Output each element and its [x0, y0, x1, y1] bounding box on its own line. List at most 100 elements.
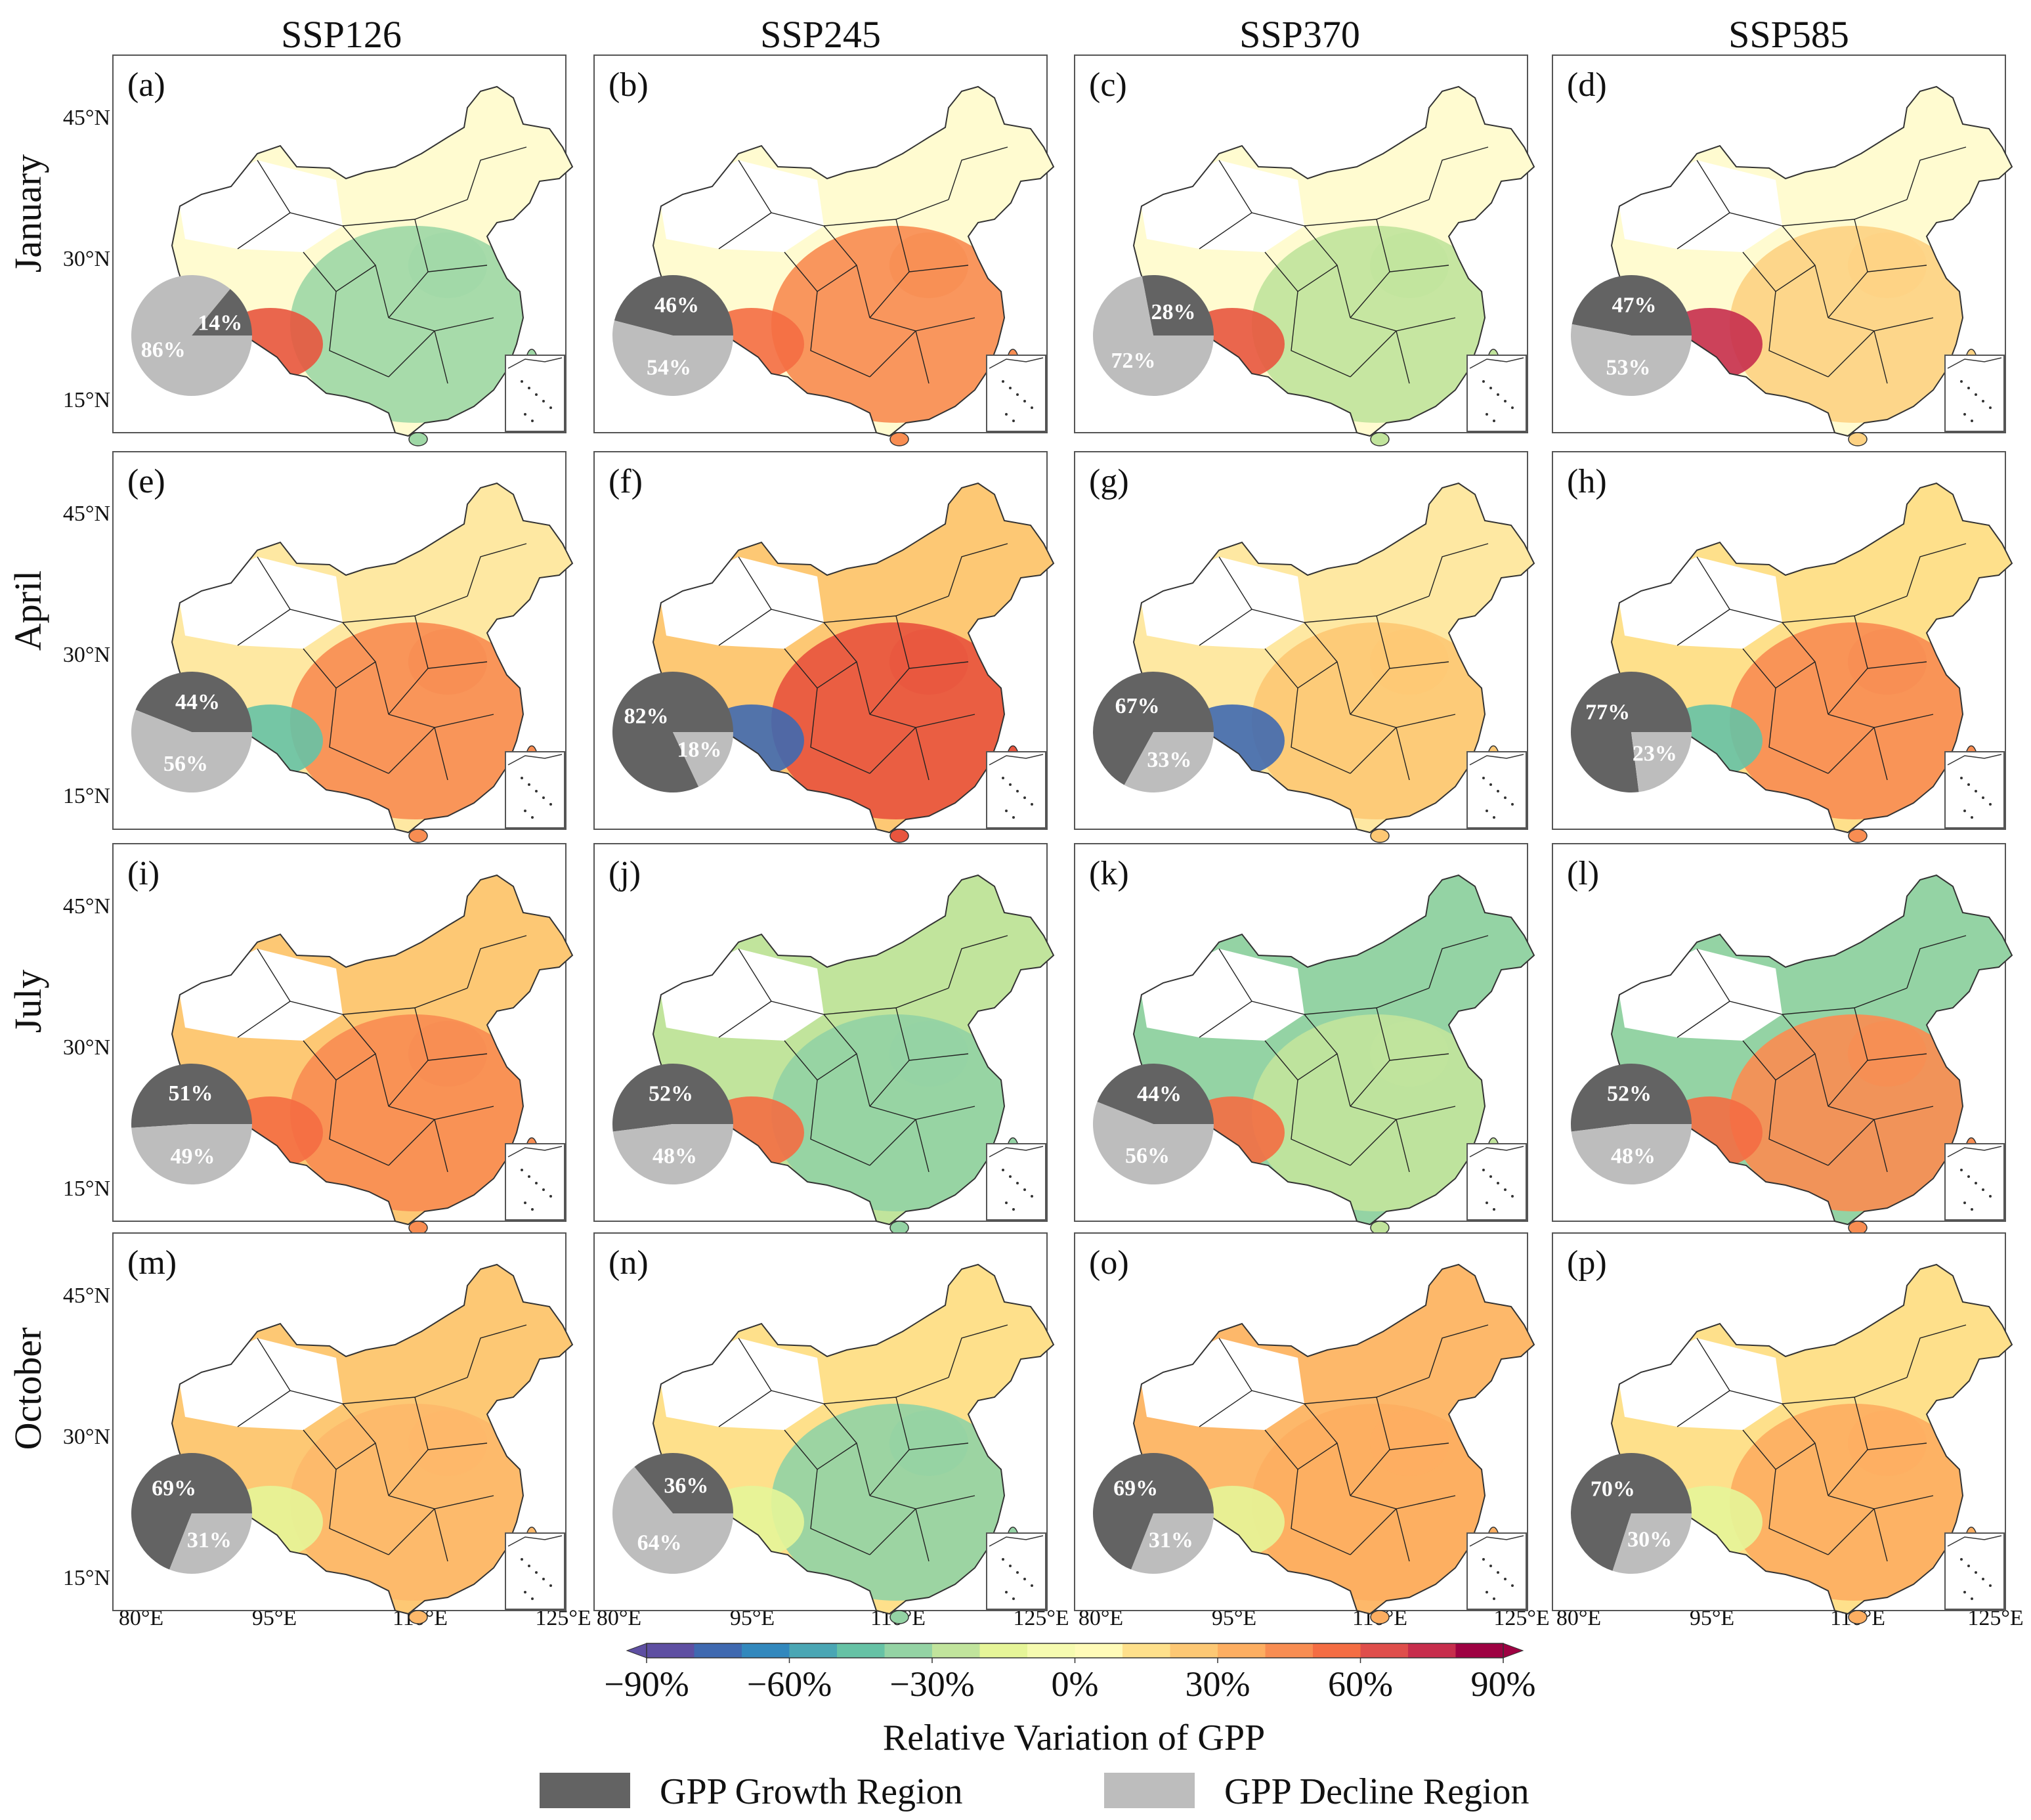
inset-island [1493, 420, 1495, 422]
province-borders [237, 935, 527, 1173]
panel-label: (p) [1567, 1244, 1607, 1282]
province-border [237, 1390, 291, 1427]
province-border [869, 1508, 916, 1555]
legend-decline-label: GPP Decline Region [1224, 1771, 1529, 1812]
map-fill-east [408, 1021, 487, 1087]
province-border [237, 1001, 291, 1038]
lat-tick-15-row3: 15°N [63, 1177, 110, 1201]
pie-slice-growth [1571, 1064, 1692, 1132]
south-china-sea-inset [1466, 1532, 1527, 1610]
inset-island [1975, 790, 1977, 792]
map-panel: (o) 69% 31% [1074, 1232, 1535, 1624]
inset-island [1967, 1175, 1970, 1178]
panel-label: (g) [1089, 463, 1129, 500]
inset-coastline [1469, 357, 1524, 369]
pie-slice-decline [1093, 276, 1214, 396]
inset-island [1989, 1584, 1992, 1587]
pie-label-decline: 23% [1633, 742, 1677, 766]
map-panel: (a) 14% 86% [112, 54, 573, 446]
inset-island [1960, 1558, 1963, 1561]
south-china-sea-inset [1466, 1143, 1527, 1221]
inset-island [535, 1571, 538, 1574]
province-border [1906, 146, 1967, 200]
province-border [1828, 1119, 1875, 1166]
province-border [1350, 1508, 1397, 1555]
column-header-ssp126: SSP126 [281, 13, 402, 56]
province-border [427, 1053, 488, 1061]
row-header-october: October [7, 1328, 49, 1450]
inset-island [1012, 1208, 1015, 1211]
pie-slice-decline [612, 1124, 733, 1185]
province-border [948, 1324, 1008, 1378]
hainan-island [408, 1610, 428, 1624]
pie-slice-decline [1124, 732, 1214, 792]
inset-coastline [507, 1535, 563, 1547]
inset-coastline [1947, 1535, 2002, 1547]
inset-island [1967, 387, 1970, 389]
province-borders [1677, 935, 1967, 1173]
pie-slice-growth [135, 672, 252, 732]
inset-island [1023, 796, 1026, 799]
inset-island [1016, 1571, 1019, 1574]
province-border [1677, 1390, 1730, 1427]
map-fill-east [408, 1410, 487, 1476]
province-border [1677, 212, 1730, 249]
inset-island [521, 1558, 523, 1561]
panel-label: (b) [609, 66, 649, 104]
pie-slice-decline [673, 732, 733, 787]
pie-label-decline: 86% [141, 337, 186, 362]
hainan-island [1848, 432, 1868, 446]
province-borders [1199, 146, 1489, 384]
province-borders [1199, 543, 1489, 781]
inset-coastline [989, 357, 1044, 369]
pie-label-decline: 48% [1611, 1144, 1656, 1169]
pie-label-growth: 36% [664, 1474, 708, 1498]
map-panel: (p) 70% 30% [1552, 1232, 2013, 1624]
map-fill-east [1848, 629, 1927, 695]
map-fill-east [1848, 1410, 1927, 1476]
pie-slice-decline [1612, 1513, 1692, 1574]
province-border [329, 1079, 389, 1166]
map-panel: (g) 67% 33% [1074, 451, 1535, 843]
inset-island [1482, 777, 1485, 779]
province-border [1199, 1001, 1252, 1038]
south-china-sea-inset [1466, 751, 1527, 829]
province-border [1867, 265, 1927, 272]
hainan-island [408, 432, 428, 446]
inset-island [1504, 400, 1507, 402]
province-border [1389, 1053, 1449, 1061]
province-border [1677, 609, 1730, 646]
province-border [467, 935, 527, 989]
inset-island [1960, 1169, 1963, 1171]
pie-label-growth: 46% [654, 293, 699, 318]
inset-island [1002, 777, 1004, 779]
colorbar-segment [742, 1643, 790, 1658]
map-panel: (d) 47% 53% [1552, 54, 2013, 446]
legend-growth-label: GPP Growth Region [660, 1771, 963, 1812]
panel-label: (l) [1567, 855, 1599, 892]
inset-island [1489, 783, 1492, 786]
colorbar-tick-label: 0% [1052, 1664, 1099, 1704]
province-border [718, 1001, 772, 1038]
colorbar: −90% −60% −30% 0% 30% 60% 90% [604, 1643, 1535, 1704]
map-fill-east [1370, 629, 1449, 695]
map-fill-east [889, 629, 968, 695]
colorbar-tick-label: −60% [747, 1664, 832, 1704]
province-border [1867, 1442, 1927, 1450]
panel-label: (h) [1567, 463, 1607, 500]
map-fill-east [889, 1410, 968, 1476]
pie-slice-decline [1571, 1124, 1692, 1185]
panel-label: (e) [127, 463, 165, 500]
pie-label-growth: 44% [1137, 1082, 1182, 1106]
pie-slice-decline [1571, 324, 1692, 397]
inset-island [1971, 1597, 1973, 1600]
pie-label-decline: 30% [1627, 1528, 1672, 1552]
colorbar-segment [1075, 1643, 1123, 1658]
province-borders [1677, 1324, 1967, 1562]
province-border [1768, 1469, 1829, 1555]
province-border [1428, 543, 1489, 597]
map-fill-east [408, 232, 487, 298]
panel-label: (n) [609, 1244, 649, 1282]
province-border [1906, 1324, 1967, 1378]
pie-label-growth: 77% [1585, 700, 1630, 724]
